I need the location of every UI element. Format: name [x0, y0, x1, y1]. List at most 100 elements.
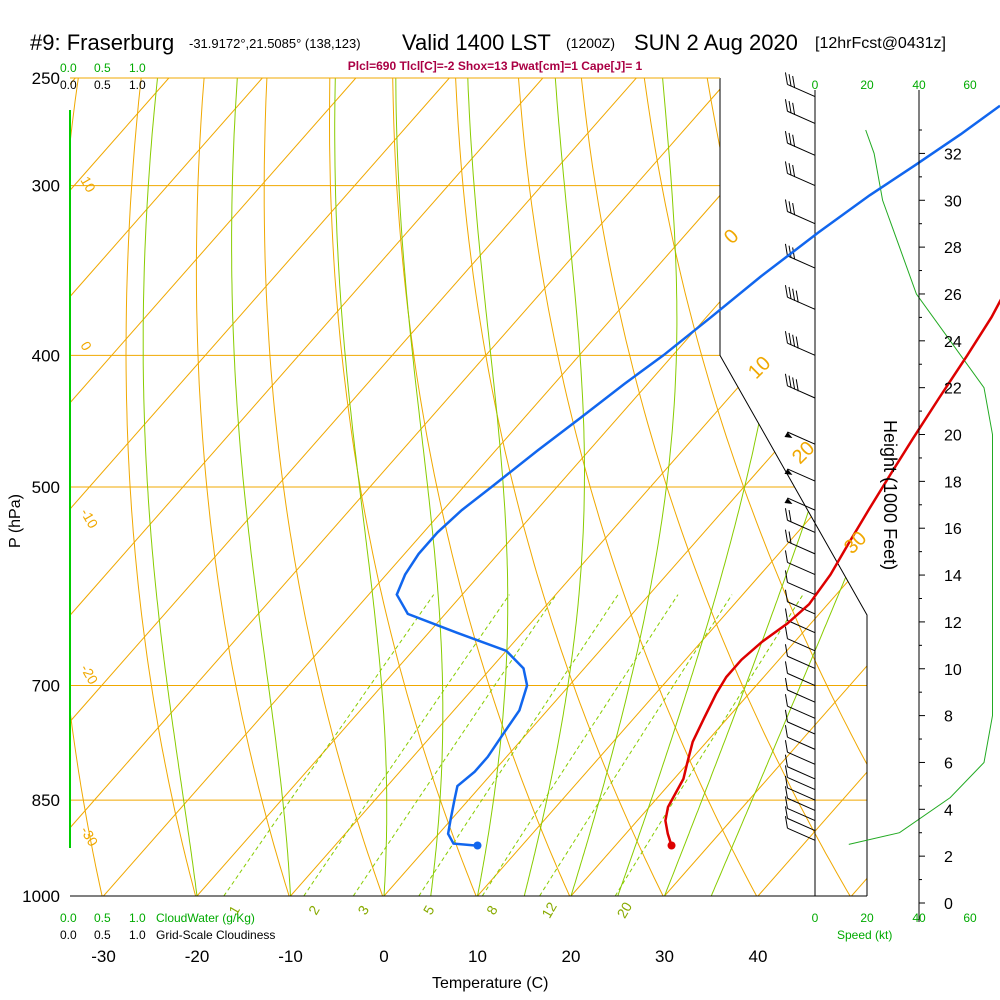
wind-barb-feather	[792, 102, 796, 115]
surface-dewpoint-marker	[473, 841, 482, 850]
moist-adiabat	[523, 78, 585, 896]
temp-tick-20: 20	[562, 947, 581, 966]
wind-barb-staff	[787, 296, 816, 310]
wind-barb-feather	[795, 290, 799, 303]
isotherm-label-10: 10	[744, 352, 775, 383]
cloud-scale-bottom: 0.0 0.5 1.0 CloudWater (g/Kg) 0.0 0.5 1.…	[60, 911, 275, 942]
wind-barb-staff	[787, 468, 816, 482]
wind-barb-feather	[788, 163, 792, 176]
mixing-ratio-label-20: 20	[614, 899, 636, 921]
wind-barb-feather	[784, 373, 788, 386]
wind-barb-feather	[784, 709, 788, 722]
utc-time: (1200Z)	[566, 35, 615, 51]
isotherm-label-0: 0	[720, 225, 743, 248]
isotherm-50	[851, 78, 867, 896]
wind-barb-feather	[784, 285, 788, 298]
cloudiness-top-2: 1.0	[129, 78, 146, 92]
wind-barb-feather	[788, 74, 792, 87]
dry-adiabat	[512, 78, 773, 896]
dry-adiabat	[807, 78, 867, 896]
grid-lines	[70, 78, 867, 896]
wind-barb-staff	[787, 787, 816, 801]
wind-barb-staff	[787, 83, 816, 98]
wind-barb-feather	[784, 816, 788, 829]
speed-bottom-60: 60	[963, 911, 977, 925]
dry-adiabat	[328, 78, 489, 896]
wind-barb-staff	[787, 255, 816, 269]
pressure-tick-700: 700	[32, 677, 60, 696]
isotherm--40	[70, 78, 731, 896]
station-title: #9: Fraserburg	[30, 30, 174, 55]
mixing-ratio-line-5	[418, 594, 619, 896]
temp-tick--10: -10	[278, 947, 303, 966]
dry-adiabat	[571, 78, 867, 896]
mixing-ratio-label-3: 3	[354, 902, 372, 917]
temp-tick-30: 30	[655, 947, 674, 966]
wind-barb-feather	[784, 725, 788, 738]
moist-adiabat	[664, 78, 867, 896]
wind-barb-feather	[784, 99, 788, 112]
cloud-water-top-0: 0.0	[60, 61, 77, 75]
wind-barb-feather	[784, 608, 788, 621]
wind-barb-pennant	[784, 432, 793, 439]
wind-barb-feather	[784, 626, 788, 639]
wind-barb-feather	[792, 164, 796, 178]
cloudiness-bottom-2: 1.0	[129, 928, 146, 942]
wind-speed-line	[848, 129, 993, 845]
wind-barb-staff	[787, 807, 816, 822]
wind-barb-feather	[784, 740, 788, 753]
isotherm--50	[70, 78, 637, 896]
sounding-traces	[395, 104, 1000, 850]
theta-label--20: -20	[77, 662, 101, 688]
wind-barb-staff	[787, 620, 816, 634]
surface-temp-marker	[667, 841, 676, 850]
temp-tick-10: 10	[468, 947, 487, 966]
dry-adiabat	[70, 78, 110, 896]
wind-barb-staff	[787, 827, 816, 841]
isotherm--10	[290, 78, 867, 896]
dry-adiabat	[452, 78, 679, 896]
wind-barb-feather	[792, 377, 796, 390]
wind-barb-feather	[792, 75, 796, 89]
valid-date: SUN 2 Aug 2020	[634, 30, 798, 55]
height-tick-28: 28	[944, 240, 962, 257]
background-grid	[69, 77, 868, 897]
wind-barb-feather	[795, 379, 799, 392]
height-tick-0: 0	[944, 896, 953, 913]
cloudiness-bottom-1: 0.5	[94, 928, 111, 942]
stability-indices: Plcl=690 Tlcl[C]=-2 Shox=13 Pwat[cm]=1 C…	[348, 59, 643, 73]
moist-adiabat	[710, 78, 867, 896]
height-tick-32: 32	[944, 146, 962, 163]
y-axis-title: P (hPa)	[7, 494, 24, 548]
wind-barb-staff	[787, 672, 816, 686]
isotherm--30	[103, 78, 824, 896]
wind-barb-staff	[787, 541, 816, 555]
cloud-water-top-2: 1.0	[129, 61, 146, 75]
mixing-ratio-line-20	[614, 594, 804, 896]
wind-barb-staff	[787, 736, 816, 750]
height-tick-22: 22	[944, 381, 962, 398]
wind-barb-pennant	[784, 497, 793, 504]
wind-barb-feather	[788, 132, 792, 146]
isotherm--60	[70, 78, 544, 896]
cloud-water-bottom-2: 1.0	[129, 911, 146, 925]
height-tick-18: 18	[944, 474, 962, 491]
mixing-ratio-line-1	[223, 594, 435, 896]
isotherm--90	[70, 78, 263, 896]
wind-barb-staff	[787, 721, 816, 735]
isotherm-30	[664, 78, 867, 896]
moist-adiabat	[231, 78, 291, 896]
wind-barb-staff	[787, 110, 816, 124]
theta-label-0: 0	[77, 339, 95, 354]
wind-barb-feather	[784, 754, 788, 767]
dry-adiabat	[263, 78, 394, 896]
mixing-ratio-line-3	[352, 594, 557, 896]
wind-barb-staff	[787, 519, 816, 533]
wind-barb-feather	[788, 375, 792, 388]
pressure-tick-500: 500	[32, 478, 60, 497]
height-tick-30: 30	[944, 193, 962, 210]
wind-barb-staff	[787, 655, 816, 669]
wind-barb-feather	[788, 332, 792, 346]
cloud-water-bottom-0: 0.0	[60, 911, 77, 925]
wind-barb-feather	[784, 331, 788, 344]
